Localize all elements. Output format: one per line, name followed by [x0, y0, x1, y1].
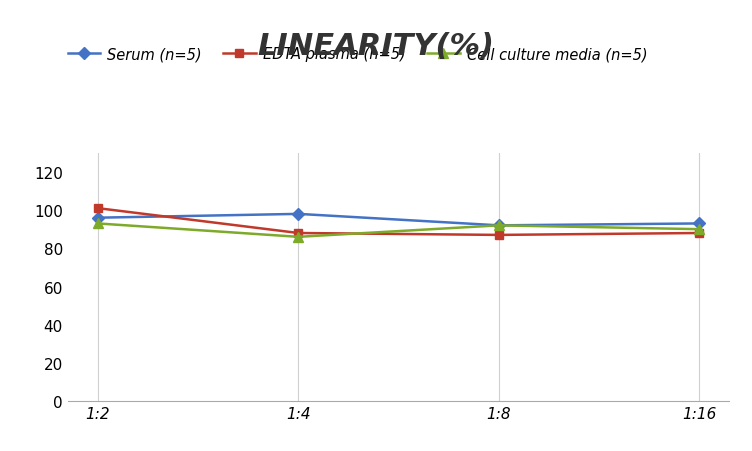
Cell culture media (n=5): [294, 235, 303, 240]
Line: EDTA plasma (n=5): EDTA plasma (n=5): [93, 204, 704, 239]
Text: LINEARITY(%): LINEARITY(%): [257, 32, 495, 60]
Cell culture media (n=5): [494, 223, 503, 229]
Serum (n=5): [494, 223, 503, 229]
Serum (n=5): [93, 216, 102, 221]
EDTA plasma (n=5): [494, 233, 503, 238]
Cell culture media (n=5): [695, 227, 704, 232]
EDTA plasma (n=5): [294, 231, 303, 236]
Line: Cell culture media (n=5): Cell culture media (n=5): [93, 219, 704, 242]
Legend: Serum (n=5), EDTA plasma (n=5), Cell culture media (n=5): Serum (n=5), EDTA plasma (n=5), Cell cul…: [62, 41, 653, 68]
Cell culture media (n=5): [93, 221, 102, 227]
Serum (n=5): [294, 212, 303, 217]
Line: Serum (n=5): Serum (n=5): [93, 210, 704, 230]
EDTA plasma (n=5): [695, 231, 704, 236]
EDTA plasma (n=5): [93, 206, 102, 212]
Serum (n=5): [695, 221, 704, 227]
